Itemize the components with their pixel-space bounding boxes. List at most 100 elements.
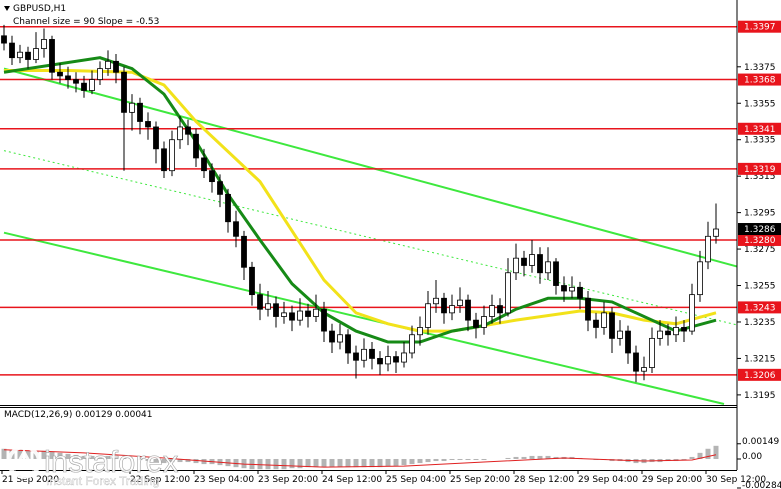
candle-body [169, 139, 175, 172]
candle-body [89, 79, 95, 91]
y-tick-label: 1.3195 [744, 391, 776, 401]
candle-body [505, 272, 511, 314]
level-label: 1.3368 [744, 76, 776, 86]
candle-body [561, 285, 567, 292]
x-tick-label: 22 Sep 12:00 [130, 475, 190, 485]
x-tick-label: 25 Sep 20:00 [450, 475, 510, 485]
macd-bar [425, 458, 431, 463]
macd-bar [145, 458, 151, 462]
y-tick-label: 1.3335 [744, 136, 776, 146]
level-label: 1.3206 [744, 371, 776, 381]
menu-icon [4, 6, 10, 11]
macd-bar [289, 458, 295, 469]
macd-bar [329, 458, 335, 468]
candle-body [241, 235, 247, 268]
header: GBPUSD,H1 Channel size = 90 Slope = -0.5… [4, 4, 159, 420]
macd-bar [161, 458, 167, 464]
x-tick-label: 25 Sep 04:00 [386, 475, 446, 485]
macd-bar [273, 458, 279, 470]
candle-body [601, 312, 607, 328]
candle-body [265, 303, 271, 310]
macd-bar [65, 453, 71, 459]
candle-body [585, 297, 591, 321]
candle-body [633, 352, 639, 372]
level-label-box [738, 162, 781, 175]
candle-body [385, 356, 391, 365]
y-tick-label: 1.3355 [744, 99, 776, 109]
x-tick-label: 29 Sep 04:00 [578, 475, 638, 485]
candle-body [1, 35, 7, 44]
candle-body [361, 348, 367, 361]
macd-bar [513, 456, 519, 459]
macd-bar [545, 455, 551, 459]
macd-bar [361, 458, 367, 468]
macd-bar [385, 458, 391, 467]
price-panel [0, 24, 737, 405]
macd-bar [473, 458, 479, 461]
candle-body [377, 358, 383, 365]
macd-bar [537, 455, 543, 459]
level-label: 1.3319 [744, 165, 776, 175]
candle-body [233, 221, 239, 237]
macd-bar [433, 458, 439, 462]
candle-body [33, 48, 39, 60]
candle-body [185, 126, 191, 135]
macd-bar [121, 457, 127, 459]
candle-body [425, 303, 431, 328]
macd-bar [257, 458, 263, 470]
candle-body [449, 305, 455, 314]
chart-subtitle: Channel size = 90 Slope = -0.53 [13, 17, 159, 27]
y-tick-label: 1.3375 [744, 63, 776, 73]
macd-bar [713, 445, 719, 459]
macd-bar [393, 458, 399, 467]
macd-bar [241, 458, 247, 469]
candle-body [97, 68, 103, 80]
last-price-box [738, 223, 781, 236]
level-label: 1.3243 [744, 303, 776, 313]
macd-bar [521, 456, 527, 459]
macd-bar [665, 458, 671, 462]
candle-body [313, 308, 319, 317]
candle-body [641, 367, 647, 372]
macd-bar [377, 458, 383, 468]
level-label-box [738, 73, 781, 86]
macd-bar [89, 455, 95, 459]
candle-body [617, 330, 623, 339]
macd-signal [3, 449, 717, 468]
candle-body [337, 334, 343, 343]
candle-body [417, 327, 423, 336]
macd-bar [201, 458, 207, 465]
macd-bar [265, 458, 271, 470]
candle-body [465, 299, 471, 321]
candle-body [649, 337, 655, 368]
macd-bar [369, 458, 375, 468]
channel-line [3, 150, 737, 326]
macd-bar [297, 458, 303, 469]
y-tick-label: 1.3215 [744, 354, 776, 364]
candle-body [129, 102, 135, 113]
candle-body [121, 71, 127, 113]
moving-average [3, 56, 717, 344]
candle-body [513, 257, 519, 274]
macd-bar [697, 452, 703, 459]
macd-bar [49, 451, 55, 459]
candle-body [441, 297, 447, 314]
macd-bar [153, 458, 159, 463]
macd-bar [73, 454, 79, 459]
macd-bar [97, 455, 103, 459]
macd-bar [313, 458, 319, 468]
candle-body [201, 157, 207, 172]
macd-bar [137, 458, 143, 461]
candle-body [49, 39, 55, 73]
macd-bar [705, 448, 711, 459]
candle-body [177, 126, 183, 141]
candle-body [105, 60, 111, 70]
candle-body [481, 316, 487, 328]
candle-body [65, 75, 71, 80]
candle-body [577, 286, 583, 299]
candle-body [249, 266, 255, 296]
y-tick-label: 1.3275 [744, 245, 776, 255]
level-label-box [738, 301, 781, 314]
